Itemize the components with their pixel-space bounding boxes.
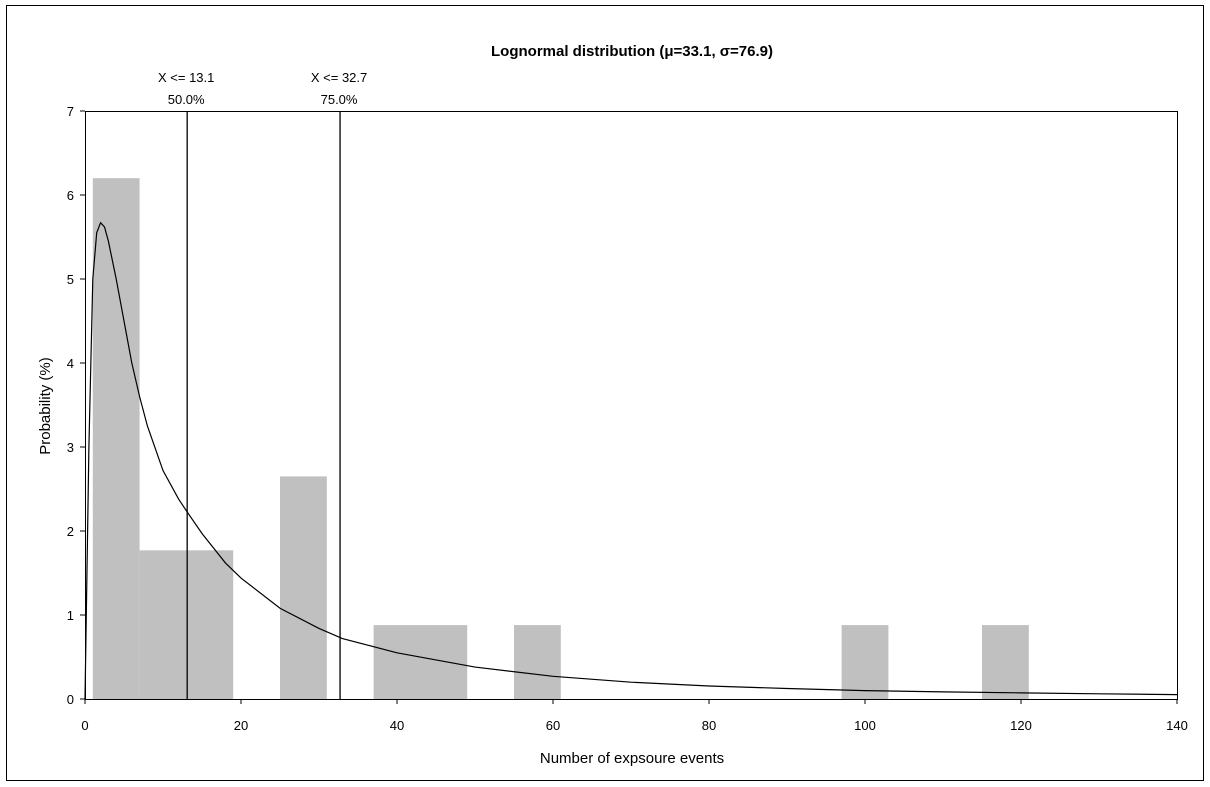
y-tick-label-2: 2 [67, 524, 74, 539]
y-tick-label-5: 5 [67, 272, 74, 287]
y-tick-label-3: 3 [67, 440, 74, 455]
histogram-bar-4 [373, 625, 468, 699]
histogram-bar-7 [982, 625, 1029, 699]
percentile-percent-2: 75.0% [321, 92, 358, 107]
x-tick-label-20: 20 [234, 718, 248, 733]
y-tick-label-4: 4 [67, 356, 74, 371]
x-axis-ticks: 0 20 40 60 80 100 120 140 [81, 699, 1188, 733]
lognormal-curve [84, 221, 1178, 700]
x-axis-label: Number of expsoure events [540, 750, 724, 767]
percentile-label-2: X <= 32.7 [311, 70, 367, 85]
histogram-bars [92, 178, 1029, 699]
percentile-label-1: X <= 13.1 [158, 70, 214, 85]
histogram-bar-5 [514, 625, 561, 699]
y-tick-label-7: 7 [67, 104, 74, 119]
x-tick-label-60: 60 [546, 718, 560, 733]
histogram-bar-2 [139, 550, 234, 699]
plot-area-border [85, 111, 1178, 700]
histogram-bar-6 [841, 625, 889, 699]
x-tick-label-80: 80 [702, 718, 716, 733]
chart-outer-border [6, 5, 1204, 781]
y-axis-label: Probability (%) [37, 357, 54, 455]
histogram-bar-3 [280, 476, 327, 699]
percentile-percent-1: 50.0% [168, 92, 205, 107]
y-tick-label-0: 0 [67, 692, 74, 707]
x-tick-label-140: 140 [1166, 718, 1188, 733]
y-tick-label-1: 1 [67, 608, 74, 623]
y-axis-ticks: 0 1 2 3 4 5 6 7 [67, 104, 85, 707]
x-tick-label-120: 120 [1010, 718, 1032, 733]
percentile-markers: X <= 13.1 50.0% X <= 32.7 75.0% [158, 70, 367, 699]
chart-title: Lognormal distribution (μ=33.1, σ=76.9) [491, 43, 773, 60]
histogram-bar-1 [92, 178, 140, 699]
y-tick-label-6: 6 [67, 188, 74, 203]
x-tick-label-0: 0 [81, 718, 88, 733]
x-tick-label-40: 40 [390, 718, 404, 733]
x-tick-label-100: 100 [854, 718, 876, 733]
